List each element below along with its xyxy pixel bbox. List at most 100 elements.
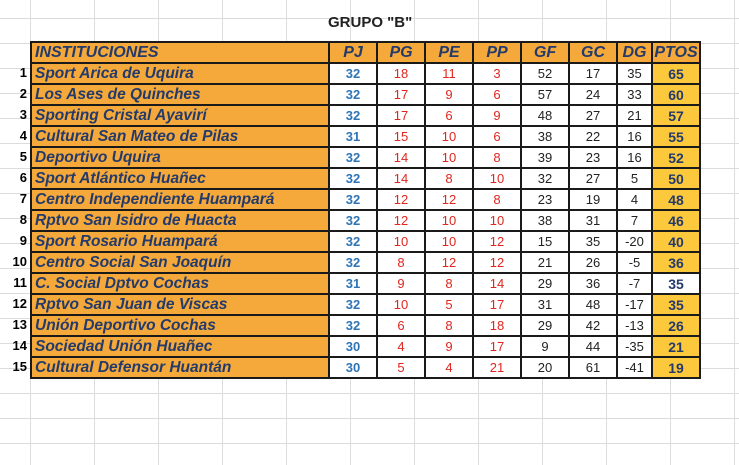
pp-cell[interactable]: 12	[472, 230, 522, 253]
pg-cell[interactable]: 14	[376, 167, 426, 190]
pe-cell[interactable]: 8	[424, 272, 474, 295]
team-name-cell[interactable]: C. Social Dptvo Cochas	[30, 272, 330, 295]
team-name-cell[interactable]: Deportivo Uquira	[30, 146, 330, 169]
pp-cell[interactable]: 8	[472, 146, 522, 169]
pe-cell[interactable]: 9	[424, 335, 474, 358]
pg-cell[interactable]: 12	[376, 209, 426, 232]
points-cell[interactable]: 65	[651, 62, 701, 85]
header-pe[interactable]: PE	[424, 41, 474, 64]
header-ptos[interactable]: PTOS	[651, 41, 701, 64]
gf-cell[interactable]: 52	[520, 62, 570, 85]
pe-cell[interactable]: 11	[424, 62, 474, 85]
team-name-cell[interactable]: Centro Social San Joaquín	[30, 251, 330, 274]
team-name-cell[interactable]: Unión Deportivo Cochas	[30, 314, 330, 337]
gf-cell[interactable]: 31	[520, 293, 570, 316]
gc-cell[interactable]: 24	[568, 83, 618, 106]
pj-cell[interactable]: 30	[328, 335, 378, 358]
pg-cell[interactable]: 17	[376, 83, 426, 106]
points-cell[interactable]: 26	[651, 314, 701, 337]
row-number[interactable]: 7	[19, 191, 27, 206]
points-cell[interactable]: 52	[651, 146, 701, 169]
dg-cell[interactable]: -41	[616, 356, 653, 379]
pj-cell[interactable]: 32	[328, 62, 378, 85]
dg-cell[interactable]: 16	[616, 125, 653, 148]
gc-cell[interactable]: 27	[568, 167, 618, 190]
gc-cell[interactable]: 26	[568, 251, 618, 274]
pj-cell[interactable]: 31	[328, 272, 378, 295]
points-cell[interactable]: 46	[651, 209, 701, 232]
points-cell[interactable]: 35	[651, 293, 701, 316]
pp-cell[interactable]: 6	[472, 125, 522, 148]
row-number[interactable]: 15	[12, 359, 27, 374]
gf-cell[interactable]: 29	[520, 314, 570, 337]
pg-cell[interactable]: 18	[376, 62, 426, 85]
pp-cell[interactable]: 9	[472, 104, 522, 127]
gc-cell[interactable]: 17	[568, 62, 618, 85]
dg-cell[interactable]: 16	[616, 146, 653, 169]
pe-cell[interactable]: 8	[424, 167, 474, 190]
points-cell[interactable]: 50	[651, 167, 701, 190]
pj-cell[interactable]: 32	[328, 104, 378, 127]
pj-cell[interactable]: 32	[328, 209, 378, 232]
pj-cell[interactable]: 32	[328, 167, 378, 190]
row-number[interactable]: 4	[19, 128, 27, 143]
team-name-cell[interactable]: Sociedad Unión Huañec	[30, 335, 330, 358]
dg-cell[interactable]: -20	[616, 230, 653, 253]
gf-cell[interactable]: 23	[520, 188, 570, 211]
pj-cell[interactable]: 31	[328, 125, 378, 148]
header-gc[interactable]: GC	[568, 41, 618, 64]
pe-cell[interactable]: 6	[424, 104, 474, 127]
points-cell[interactable]: 60	[651, 83, 701, 106]
team-name-cell[interactable]: Sport Atlántico Huañec	[30, 167, 330, 190]
dg-cell[interactable]: 33	[616, 83, 653, 106]
team-name-cell[interactable]: Sport Arica de Uquira	[30, 62, 330, 85]
pg-cell[interactable]: 9	[376, 272, 426, 295]
team-name-cell[interactable]: Rptvo San Isidro de Huacta	[30, 209, 330, 232]
pe-cell[interactable]: 10	[424, 209, 474, 232]
pe-cell[interactable]: 5	[424, 293, 474, 316]
points-cell[interactable]: 19	[651, 356, 701, 379]
pp-cell[interactable]: 21	[472, 356, 522, 379]
row-number[interactable]: 2	[19, 86, 27, 101]
team-name-cell[interactable]: Centro Independiente Huampará	[30, 188, 330, 211]
gc-cell[interactable]: 44	[568, 335, 618, 358]
pp-cell[interactable]: 18	[472, 314, 522, 337]
pj-cell[interactable]: 32	[328, 230, 378, 253]
gc-cell[interactable]: 31	[568, 209, 618, 232]
pe-cell[interactable]: 9	[424, 83, 474, 106]
pj-cell[interactable]: 32	[328, 293, 378, 316]
pg-cell[interactable]: 10	[376, 293, 426, 316]
pj-cell[interactable]: 32	[328, 188, 378, 211]
dg-cell[interactable]: 35	[616, 62, 653, 85]
team-name-cell[interactable]: Cultural Defensor Huantán	[30, 356, 330, 379]
pp-cell[interactable]: 8	[472, 188, 522, 211]
dg-cell[interactable]: -35	[616, 335, 653, 358]
pp-cell[interactable]: 17	[472, 293, 522, 316]
points-cell[interactable]: 40	[651, 230, 701, 253]
row-number[interactable]: 12	[12, 296, 27, 311]
dg-cell[interactable]: 21	[616, 104, 653, 127]
points-cell[interactable]: 36	[651, 251, 701, 274]
pp-cell[interactable]: 14	[472, 272, 522, 295]
dg-cell[interactable]: 5	[616, 167, 653, 190]
gc-cell[interactable]: 23	[568, 146, 618, 169]
pg-cell[interactable]: 4	[376, 335, 426, 358]
row-number[interactable]: 9	[19, 233, 27, 248]
pe-cell[interactable]: 8	[424, 314, 474, 337]
dg-cell[interactable]: -17	[616, 293, 653, 316]
header-pg[interactable]: PG	[376, 41, 426, 64]
gc-cell[interactable]: 42	[568, 314, 618, 337]
header-pp[interactable]: PP	[472, 41, 522, 64]
row-number[interactable]: 10	[12, 254, 27, 269]
gf-cell[interactable]: 48	[520, 104, 570, 127]
gc-cell[interactable]: 19	[568, 188, 618, 211]
pp-cell[interactable]: 6	[472, 83, 522, 106]
pj-cell[interactable]: 32	[328, 251, 378, 274]
gc-cell[interactable]: 35	[568, 230, 618, 253]
pg-cell[interactable]: 14	[376, 146, 426, 169]
points-cell[interactable]: 57	[651, 104, 701, 127]
pg-cell[interactable]: 15	[376, 125, 426, 148]
points-cell[interactable]: 55	[651, 125, 701, 148]
row-number[interactable]: 14	[12, 338, 27, 353]
pj-cell[interactable]: 32	[328, 146, 378, 169]
